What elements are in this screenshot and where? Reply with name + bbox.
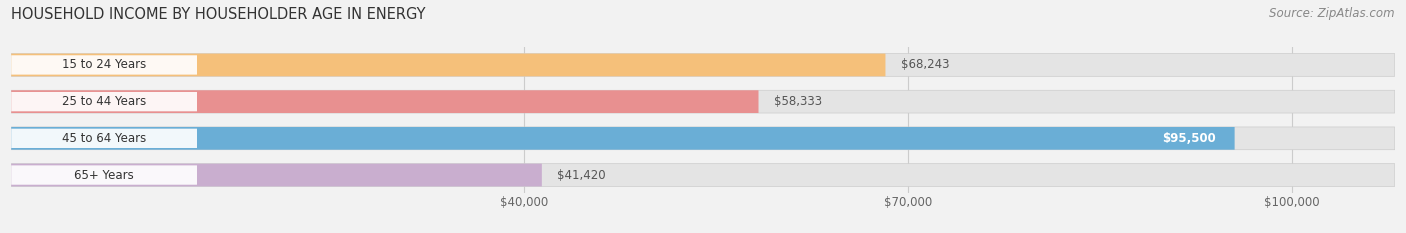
Text: 45 to 64 Years: 45 to 64 Years	[62, 132, 146, 145]
FancyBboxPatch shape	[11, 54, 1395, 76]
Text: $41,420: $41,420	[557, 168, 606, 182]
Text: 15 to 24 Years: 15 to 24 Years	[62, 58, 146, 72]
FancyBboxPatch shape	[11, 127, 1395, 150]
Text: Source: ZipAtlas.com: Source: ZipAtlas.com	[1270, 7, 1395, 20]
FancyBboxPatch shape	[11, 165, 197, 185]
FancyBboxPatch shape	[11, 90, 758, 113]
Text: 65+ Years: 65+ Years	[75, 168, 134, 182]
FancyBboxPatch shape	[11, 55, 197, 75]
FancyBboxPatch shape	[11, 164, 1395, 186]
Text: HOUSEHOLD INCOME BY HOUSEHOLDER AGE IN ENERGY: HOUSEHOLD INCOME BY HOUSEHOLDER AGE IN E…	[11, 7, 426, 22]
FancyBboxPatch shape	[11, 127, 1234, 150]
Text: $68,243: $68,243	[901, 58, 949, 72]
Text: $95,500: $95,500	[1161, 132, 1215, 145]
FancyBboxPatch shape	[11, 54, 886, 76]
Text: $58,333: $58,333	[773, 95, 823, 108]
FancyBboxPatch shape	[11, 129, 197, 148]
Text: 25 to 44 Years: 25 to 44 Years	[62, 95, 146, 108]
FancyBboxPatch shape	[11, 92, 197, 111]
FancyBboxPatch shape	[11, 164, 541, 186]
FancyBboxPatch shape	[11, 90, 1395, 113]
